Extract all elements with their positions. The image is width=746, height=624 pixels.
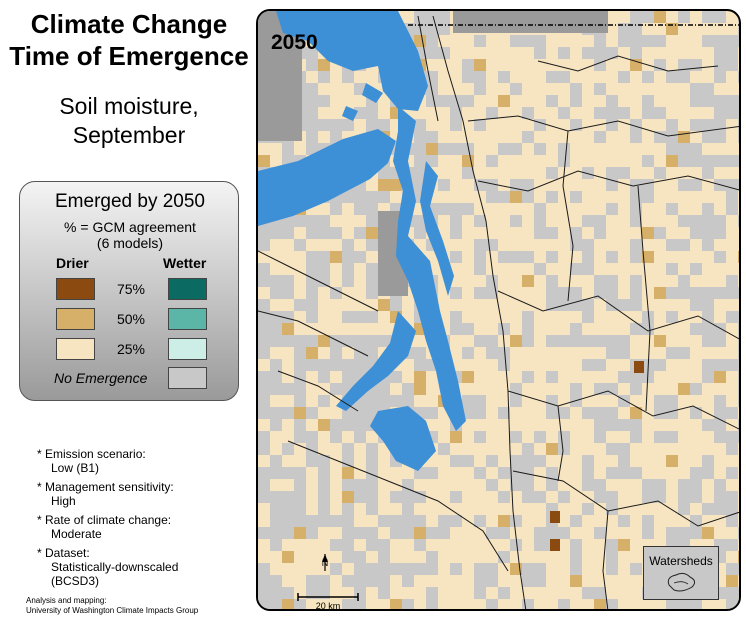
watersheds-inset: Watersheds <box>643 546 719 600</box>
credit-line-2: University of Washington Climate Impacts… <box>26 606 199 615</box>
credit: Analysis and mapping: University of Wash… <box>26 596 198 616</box>
note-rate-label: Rate of climate change: <box>45 513 172 527</box>
north-arrow-icon <box>322 554 328 571</box>
scale-label: 20 km <box>315 601 341 611</box>
north-label: N <box>321 558 329 568</box>
legend-panel: Emerged by 2050 % = GCM agreement (6 mod… <box>19 181 239 401</box>
note-management-value: High <box>51 494 76 508</box>
title-line-2: Time of Emergence <box>9 41 249 71</box>
note-emission-label: Emission scenario: <box>45 447 146 461</box>
map-frame: 2050 N 20 km Watersheds <box>256 9 741 611</box>
subtitle-line-2: September <box>72 122 186 148</box>
map-outside-areas <box>258 11 608 296</box>
note-management: * Management sensitivity: High <box>37 480 259 508</box>
legend-level-25: 25% <box>116 341 146 357</box>
map-title: Climate Change Time of Emergence <box>0 8 258 72</box>
note-dataset: * Dataset: Statistically-downscaled (BCS… <box>37 546 259 588</box>
legend-wetter-header: Wetter <box>163 255 207 271</box>
note-emission-value: Low (B1) <box>51 461 100 475</box>
legend-swatch-wetter-50 <box>168 308 207 330</box>
legend-swatch-wetter-75 <box>168 278 207 300</box>
legend-swatch-drier-25 <box>56 338 95 360</box>
title-line-1: Climate Change <box>30 9 228 39</box>
legend-swatch-no-emergence <box>168 367 207 389</box>
subtitle-line-1: Soil moisture, <box>59 93 199 119</box>
legend-drier-header: Drier <box>56 255 89 271</box>
watersheds-label: Watersheds <box>649 554 713 568</box>
note-dataset-value: Statistically-downscaled <box>51 560 179 574</box>
scale-bar <box>297 593 359 601</box>
watershed-boundaries <box>258 15 739 609</box>
note-rate-value: Moderate <box>51 527 102 541</box>
puget-sound-water <box>258 11 466 471</box>
legend-no-emergence-label: No Emergence <box>54 370 148 386</box>
map-canvas <box>258 11 739 609</box>
legend-level-75: 75% <box>116 281 146 297</box>
watershed-icon <box>667 572 696 592</box>
legend-title: Emerged by 2050 <box>55 191 205 212</box>
note-management-label: Management sensitivity: <box>45 480 174 494</box>
legend-swatch-wetter-25 <box>168 338 207 360</box>
legend-swatch-drier-75 <box>56 278 95 300</box>
note-rate: * Rate of climate change: Moderate <box>37 513 259 541</box>
scenario-notes: * Emission scenario: Low (B1) * Manageme… <box>37 447 259 593</box>
note-dataset-value-2: (BCSD3) <box>51 574 100 588</box>
note-emission: * Emission scenario: Low (B1) <box>37 447 259 475</box>
legend-swatch-drier-50 <box>56 308 95 330</box>
credit-line-1: Analysis and mapping: <box>26 596 107 605</box>
map-subtitle: Soil moisture, September <box>0 92 258 150</box>
legend-subtitle-1: % = GCM agreement <box>64 219 196 235</box>
note-dataset-label: Dataset: <box>45 546 90 560</box>
legend-subtitle-2: (6 models) <box>96 235 164 251</box>
legend-level-50: 50% <box>116 311 146 327</box>
year-label: 2050 <box>271 31 318 54</box>
